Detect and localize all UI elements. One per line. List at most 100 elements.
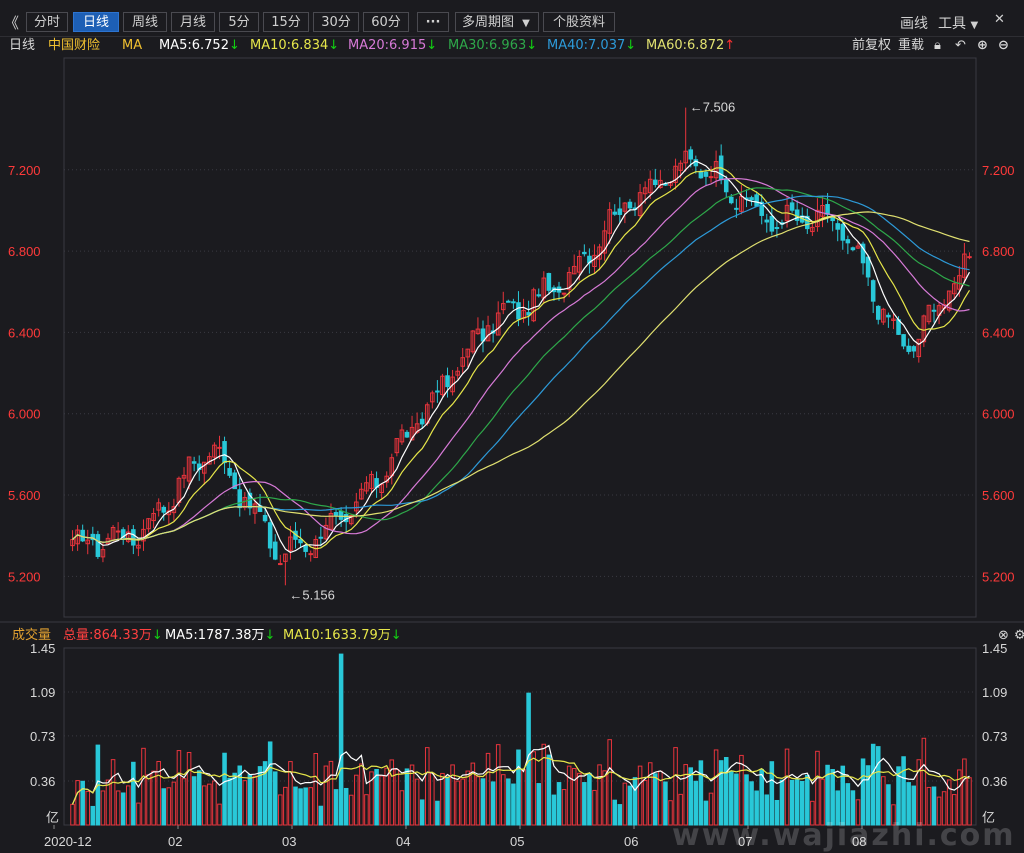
volume-bar xyxy=(120,792,126,826)
volume-bar xyxy=(308,787,313,826)
volume-bar xyxy=(668,800,673,826)
volume-bar xyxy=(881,776,886,826)
volume-bar xyxy=(288,761,293,826)
candle-body xyxy=(769,215,775,232)
candle-body xyxy=(683,150,688,164)
ma10-line xyxy=(72,167,971,550)
arrow-down-icon: ↓ xyxy=(526,38,538,53)
ma10-text: MA10:6.834 xyxy=(250,38,329,53)
volume-bar xyxy=(703,800,709,826)
volume-bar xyxy=(941,791,947,826)
volume-bar xyxy=(556,782,562,826)
reload-button[interactable]: 重载 xyxy=(898,38,925,53)
volume-bar xyxy=(718,760,724,826)
volume-bar xyxy=(247,774,253,826)
volume-bar xyxy=(460,778,465,826)
candle-body xyxy=(475,328,481,335)
settings-icon[interactable]: ⚙ xyxy=(1014,628,1024,643)
volume-bar xyxy=(951,794,957,826)
volume-bar xyxy=(374,769,379,826)
candle-body xyxy=(582,251,587,255)
multi-period-dropdown[interactable]: 多周期图 ▼ xyxy=(455,12,539,32)
candle-body xyxy=(445,375,450,388)
volume-bar xyxy=(916,759,922,826)
volume-bar xyxy=(424,747,430,826)
stock-info-button[interactable]: 个股资料 xyxy=(543,12,615,32)
volume-bar xyxy=(612,799,618,826)
tab-daily[interactable]: 日线 xyxy=(73,12,119,32)
volume-bar xyxy=(404,768,410,826)
tab-30min[interactable]: 30分 xyxy=(313,12,359,32)
candle-body xyxy=(820,205,825,217)
tab-intraday[interactable]: 分时 xyxy=(26,12,68,32)
tab-weekly[interactable]: 周线 xyxy=(123,12,167,32)
draw-line-button[interactable]: 画线 xyxy=(900,16,928,32)
zoom-in-icon[interactable]: ⊕ xyxy=(977,38,988,53)
tab-60min[interactable]: 60分 xyxy=(363,12,409,32)
volume-bar xyxy=(384,767,389,826)
candle-body xyxy=(419,418,425,425)
candle-body xyxy=(500,303,506,311)
candle-body xyxy=(840,223,846,241)
tab-monthly[interactable]: 月线 xyxy=(171,12,215,32)
volume-bar xyxy=(70,803,75,826)
volume-bar xyxy=(688,767,694,826)
tools-menu[interactable]: 工具 ▼ xyxy=(938,13,978,33)
volume-bar xyxy=(739,754,744,826)
candle-body xyxy=(318,536,324,539)
candle-body xyxy=(931,309,937,312)
candle-body xyxy=(875,305,881,320)
x-tick-label: 08 xyxy=(852,834,866,849)
volume-bar xyxy=(364,794,369,826)
candle-body xyxy=(227,468,232,476)
volume-bar xyxy=(678,793,683,826)
arrow-down-icon: ↓ xyxy=(625,38,637,53)
volume-bar xyxy=(126,785,131,826)
window-close-icon[interactable]: ✕ xyxy=(994,12,1005,27)
ma40-value: MA40:7.037↓ xyxy=(547,36,636,56)
volume-ma5-text: MA5:1787.38万 xyxy=(165,628,265,643)
candle-body xyxy=(151,513,156,522)
volume-bar xyxy=(855,799,861,826)
volume-bar xyxy=(435,800,440,826)
volume-total-text: 总量:864.33万 xyxy=(63,628,152,643)
volume-bar xyxy=(875,746,881,826)
candle-body xyxy=(926,304,932,323)
lock-icon[interactable]: 🔒︎ xyxy=(934,38,941,53)
volume-bar xyxy=(181,778,187,826)
volume-bar xyxy=(789,779,795,826)
volume-bar xyxy=(379,775,384,826)
close-volume-icon[interactable]: ⊗ xyxy=(998,628,1009,643)
volume-bar xyxy=(845,783,851,826)
double-chevron-left-icon[interactable]: 《 xyxy=(4,14,20,32)
ma20-text: MA20:6.915 xyxy=(348,38,427,53)
candle-body xyxy=(181,474,187,479)
volume-bar xyxy=(323,765,329,826)
volume-bar xyxy=(850,790,856,826)
volume-bar xyxy=(399,790,405,826)
more-dots-icon[interactable]: ··· xyxy=(417,12,449,32)
ma5-value: MA5:6.752↓ xyxy=(159,36,240,56)
candle-body xyxy=(774,227,780,230)
candle-body xyxy=(511,301,516,304)
volume-bar xyxy=(637,765,643,826)
candle-body xyxy=(126,531,131,542)
volume-bar xyxy=(860,758,866,826)
volume-bar xyxy=(566,765,572,826)
candle-body xyxy=(653,179,658,186)
candle-body xyxy=(759,201,764,216)
volume-bar xyxy=(191,776,197,826)
volume-bar xyxy=(723,757,729,826)
volume-bar xyxy=(455,780,460,826)
undo-icon[interactable]: ↶ xyxy=(955,38,966,53)
tab-5min[interactable]: 5分 xyxy=(219,12,259,32)
volume-bar xyxy=(632,777,638,826)
adjust-button[interactable]: 前复权 xyxy=(852,38,892,53)
volume-ma10-line xyxy=(71,756,970,805)
price-tick-label-right: 6.800 xyxy=(982,244,1015,259)
tab-15min[interactable]: 15分 xyxy=(263,12,309,32)
toolbar: 《 分时 日线 周线 月线 5分 15分 30分 60分 ··· 多周期图 ▼ … xyxy=(0,0,1024,37)
zoom-out-icon[interactable]: ⊖ xyxy=(998,38,1009,53)
volume-bar xyxy=(348,794,354,826)
